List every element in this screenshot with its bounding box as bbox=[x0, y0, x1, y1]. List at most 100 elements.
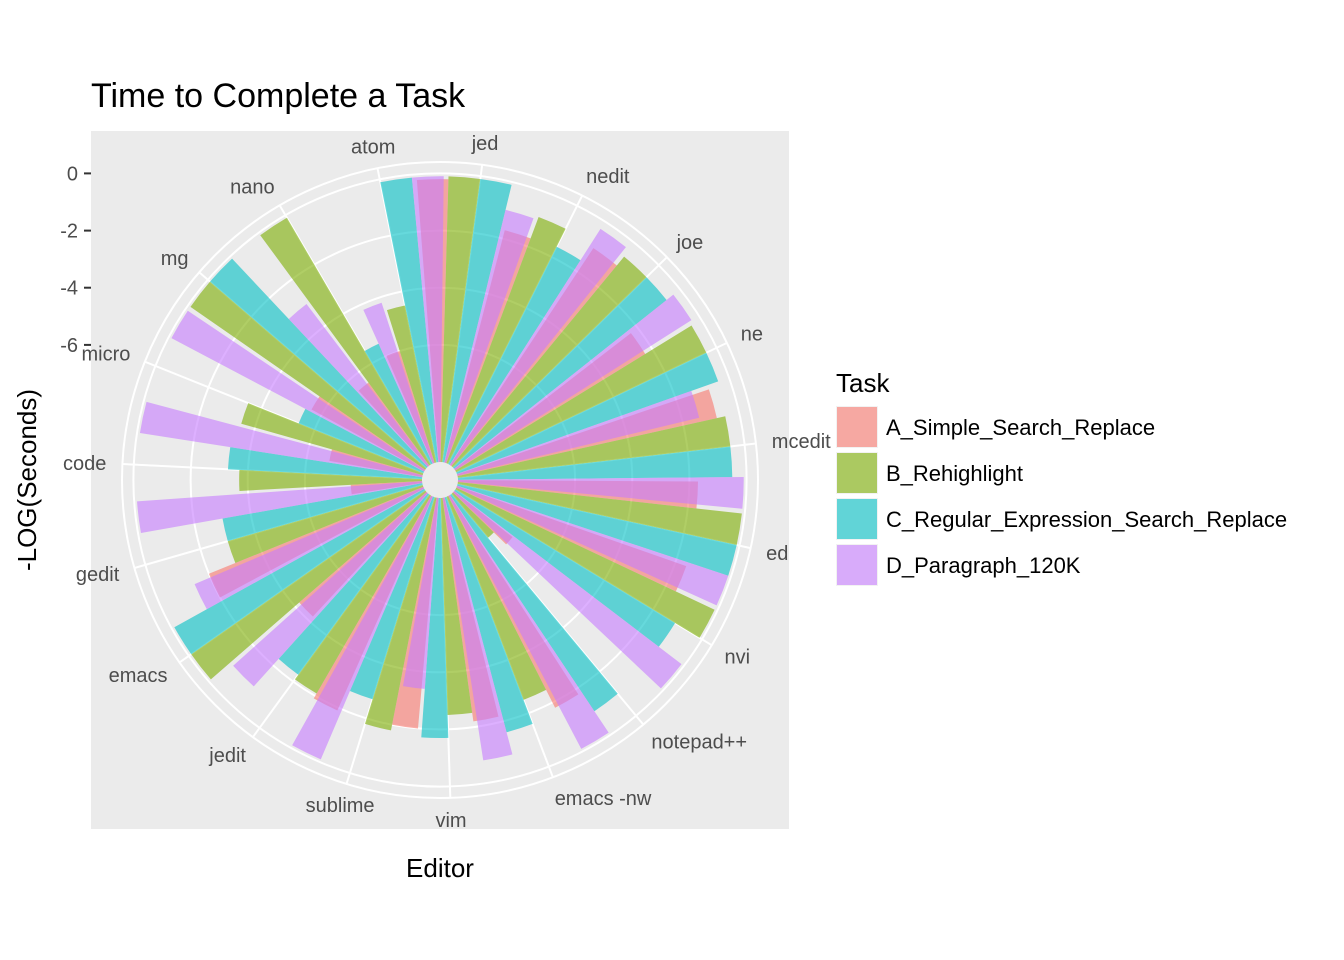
bar-joe-4 bbox=[454, 294, 692, 471]
category-label: ed bbox=[766, 543, 788, 565]
bar-code-4 bbox=[139, 401, 423, 478]
bar-notepad--2 bbox=[451, 492, 494, 538]
bar-ne-2 bbox=[455, 325, 707, 473]
category-label: mg bbox=[161, 248, 189, 270]
bar-sublime-3 bbox=[349, 496, 435, 700]
bar-atom-2 bbox=[386, 305, 437, 463]
bar-mcedit-2 bbox=[457, 416, 731, 478]
bar-nano-4 bbox=[363, 302, 435, 464]
y-tick-label: 0 bbox=[67, 163, 78, 185]
category-label: nano bbox=[230, 176, 275, 198]
legend-swatch bbox=[837, 453, 877, 493]
bar-nvi-2 bbox=[455, 487, 715, 638]
bar-jedit-3 bbox=[278, 493, 430, 675]
y-tick-label: -6 bbox=[60, 335, 78, 357]
category-label: atom bbox=[351, 137, 395, 159]
y-tick-label: -4 bbox=[60, 278, 78, 300]
bar-jedit-4 bbox=[233, 492, 428, 687]
bar-ne-4 bbox=[456, 390, 700, 476]
y-axis: 0 -2 -4 -6 bbox=[60, 163, 91, 357]
bar-atom-3 bbox=[380, 177, 439, 463]
bar-joe-2 bbox=[451, 256, 647, 468]
bar-nedit-2 bbox=[446, 217, 566, 464]
legend-items: A_Simple_Search_Replace B_Rehighlight C_Re… bbox=[836, 406, 1287, 586]
category-label: jedit bbox=[208, 745, 246, 767]
bar-joe-3 bbox=[452, 277, 667, 469]
legend: Task A_Simple_Search_Replace B_Rehighligh… bbox=[836, 368, 1287, 586]
category-label: code bbox=[63, 453, 106, 475]
legend-label: C_Regular_Expression_Search_Replace bbox=[886, 507, 1287, 532]
bar-vim-4 bbox=[402, 497, 439, 689]
bar-gedit-3 bbox=[222, 483, 423, 542]
category-label: nedit bbox=[586, 166, 630, 188]
bar-mg-4 bbox=[288, 304, 430, 467]
category-label: micro bbox=[82, 344, 131, 366]
category-label: nvi bbox=[725, 647, 751, 669]
bar-nedit-3 bbox=[448, 246, 581, 465]
category-label: emacs bbox=[109, 665, 168, 687]
bar-atom-4 bbox=[411, 176, 444, 463]
bar-ed-2 bbox=[457, 481, 742, 545]
bar-vim-2 bbox=[440, 497, 473, 716]
category-label: ne bbox=[741, 323, 763, 345]
bar-nedit-4 bbox=[449, 228, 626, 466]
bar-micro-2 bbox=[241, 403, 424, 476]
grid-ring bbox=[132, 172, 748, 788]
bar-nano-2 bbox=[260, 217, 431, 466]
bar-mg-2 bbox=[190, 281, 427, 470]
bar-notepad--4 bbox=[448, 494, 609, 749]
y-axis-title: -LOG(Seconds) bbox=[12, 389, 42, 571]
bar-ne-3 bbox=[456, 352, 719, 474]
bar-nvi-4 bbox=[453, 490, 682, 689]
legend-label: A_Simple_Search_Replace bbox=[886, 415, 1155, 440]
category-labels: jed nedit joe ne mcedit ed nvi notepad++ emacs -… bbox=[63, 133, 831, 832]
x-axis-title: Editor bbox=[406, 853, 474, 883]
legend-swatch bbox=[837, 499, 877, 539]
bars-layer bbox=[137, 176, 744, 761]
bar-code-2 bbox=[239, 469, 423, 491]
bar-nvi-3 bbox=[454, 489, 676, 647]
bar-emacs-nw-2 bbox=[446, 496, 547, 700]
bar-jed-2 bbox=[440, 176, 481, 463]
bar-sublime-4 bbox=[292, 495, 433, 760]
y-tick-label: -2 bbox=[60, 221, 78, 243]
bar-code-3 bbox=[227, 447, 423, 480]
chart-title: Time to Complete a Task bbox=[91, 77, 466, 115]
bar-micro-3 bbox=[298, 408, 425, 474]
bar-emacs-3 bbox=[174, 488, 426, 655]
bar-jed-4 bbox=[444, 209, 534, 464]
bar-vim-3 bbox=[421, 497, 449, 739]
legend-label: D_Paragraph_120K bbox=[886, 553, 1081, 578]
category-label: notepad++ bbox=[651, 731, 747, 753]
category-label: emacs -nw bbox=[555, 788, 652, 810]
bar-nano-3 bbox=[364, 343, 433, 465]
bar-jedit-2 bbox=[294, 494, 431, 694]
bar-sublime-2 bbox=[365, 497, 437, 731]
legend-title: Task bbox=[836, 368, 890, 398]
bar-gedit-4 bbox=[137, 481, 423, 533]
bar-gedit-2 bbox=[227, 484, 424, 564]
category-label: vim bbox=[435, 810, 466, 832]
bar-emacs-nw-4 bbox=[442, 497, 513, 761]
bar-notepad--3 bbox=[450, 493, 618, 712]
bar-emacs-2 bbox=[191, 490, 427, 680]
bar-emacs-4 bbox=[194, 487, 425, 610]
category-label: mcedit bbox=[772, 431, 831, 453]
bar-ed-3 bbox=[457, 483, 737, 576]
bar-mcedit-4 bbox=[457, 476, 744, 509]
category-label: joe bbox=[676, 232, 704, 254]
bar-mcedit-3 bbox=[457, 446, 733, 480]
category-label: jed bbox=[471, 133, 499, 155]
bar-ed-4 bbox=[456, 485, 729, 606]
bar-micro-4 bbox=[171, 310, 426, 472]
bar-emacs-nw-3 bbox=[444, 496, 533, 733]
bar-mg-3 bbox=[210, 258, 428, 469]
legend-swatch bbox=[837, 407, 877, 447]
bar-jed-3 bbox=[442, 178, 512, 463]
grid-ring-outer bbox=[121, 161, 759, 799]
legend-label: B_Rehighlight bbox=[886, 461, 1023, 486]
category-label: sublime bbox=[306, 795, 375, 817]
legend-swatch bbox=[837, 545, 877, 585]
category-label: gedit bbox=[76, 564, 120, 586]
